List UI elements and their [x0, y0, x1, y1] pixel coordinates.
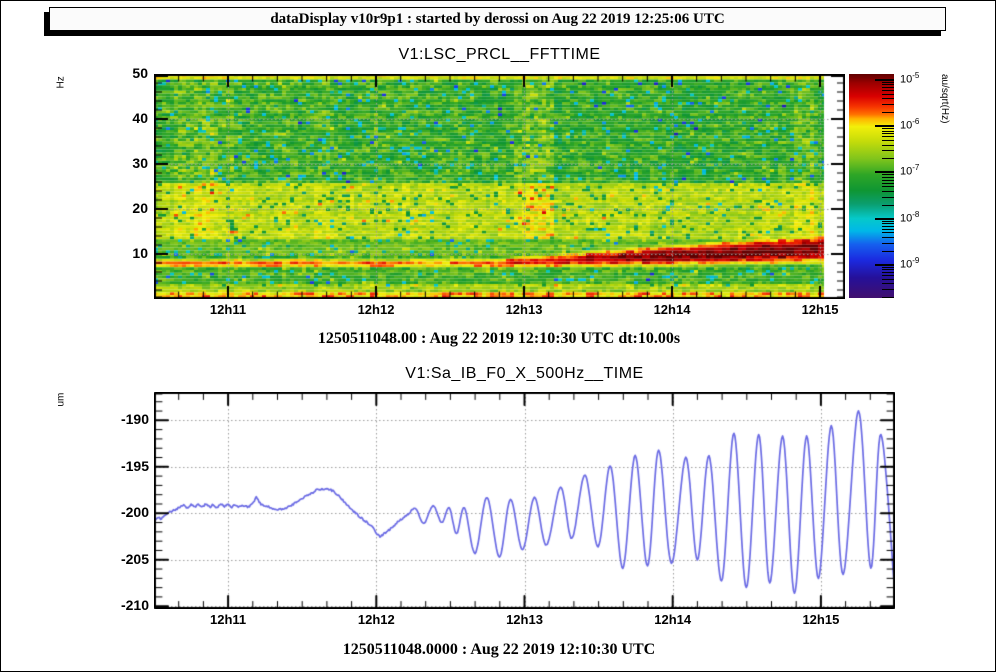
colorbar-tick-label: 10-7 [900, 163, 920, 179]
colorbar [849, 74, 894, 299]
colorbar-minor-tick [882, 176, 894, 178]
colorbar-minor-tick [882, 87, 894, 89]
colorbar-minor-tick [882, 269, 894, 271]
spectrogram-y-unit-label: Hz [55, 76, 67, 89]
colorbar-minor-tick [882, 140, 894, 142]
colorbar-minor-tick [882, 112, 894, 114]
colorbar-minor-tick [882, 266, 894, 268]
colorbar-major-tick [875, 217, 894, 220]
colorbar-minor-tick [882, 204, 894, 206]
y-tick-label: -205 [120, 550, 149, 567]
colorbar-minor-tick [882, 98, 894, 100]
colorbar-minor-tick [882, 223, 894, 225]
colorbar-major-tick [875, 125, 894, 128]
colorbar-minor-tick [882, 179, 894, 181]
timeseries-title: V1:Sa_IB_F0_X_500Hz__TIME [405, 365, 644, 382]
colorbar-minor-tick [882, 297, 894, 299]
colorbar-minor-tick [882, 144, 894, 146]
y-tick-label: -210 [120, 597, 149, 614]
colorbar-minor-tick [882, 236, 894, 238]
colorbar-minor-tick [882, 283, 894, 285]
y-tick-label: -195 [120, 457, 149, 474]
y-tick-label: 40 [132, 110, 148, 126]
colorbar-major-tick [875, 171, 894, 174]
colorbar-minor-tick [882, 278, 894, 280]
colorbar-minor-tick [882, 136, 894, 138]
colorbar-major-tick [875, 263, 894, 266]
colorbar-minor-tick [882, 104, 894, 106]
colorbar-tick-label: 10-9 [900, 255, 920, 271]
colorbar-minor-tick [882, 130, 894, 132]
colorbar-labels: 10-5 10-6 10-7 10-8 10-9 [900, 71, 940, 298]
colorbar-minor-tick [882, 90, 894, 92]
x-tick-label: 12h13 [505, 302, 543, 317]
spectrogram-title: V1:LSC_PRCL__FFTTIME [398, 46, 601, 63]
colorbar-minor-tick [882, 182, 894, 184]
colorbar-minor-tick [882, 220, 894, 222]
x-tick-label: 12h11 [209, 302, 247, 317]
x-tick-label: 12h12 [357, 612, 395, 627]
x-tick-label: 12h14 [653, 302, 691, 317]
colorbar-minor-tick [882, 288, 894, 290]
colorbar-minor-tick [882, 250, 894, 252]
spectrogram-subtitle: 1250511048.00 : Aug 22 2019 12:10:30 UTC… [317, 330, 681, 347]
colorbar-minor-tick [882, 158, 894, 160]
colorbar-minor-tick [882, 274, 894, 276]
colorbar-minor-tick [882, 84, 894, 86]
colorbar-minor-tick [882, 128, 894, 130]
colorbar-major-tick [875, 79, 894, 81]
colorbar-unit-label: au/sqrt(Hz) [939, 74, 950, 124]
timeseries-footer: 1250511048.0000 : Aug 22 2019 12:10:30 U… [342, 641, 656, 658]
colorbar-minor-tick [882, 190, 894, 192]
timeseries-y-unit-label: um [55, 392, 67, 407]
x-tick-label: 12h15 [802, 612, 840, 627]
colorbar-minor-tick [882, 186, 894, 188]
y-tick-label: -200 [120, 504, 149, 521]
colorbar-tick-label: 10-5 [900, 71, 920, 86]
x-tick-label: 12h15 [801, 302, 839, 317]
window-title-text: dataDisplay v10r9p1 : started by derossi… [270, 10, 725, 27]
colorbar-minor-tick [882, 242, 894, 244]
x-tick-label: 12h13 [506, 612, 543, 627]
x-tick-label: 12h11 [210, 612, 247, 627]
y-tick-label: 50 [132, 65, 148, 81]
colorbar-minor-tick [882, 228, 894, 230]
timeseries-canvas[interactable] [154, 392, 895, 609]
x-tick-label: 12h12 [357, 302, 395, 317]
colorbar-minor-tick [882, 133, 894, 135]
colorbar-minor-tick [882, 174, 894, 176]
x-tick-label: 12h14 [654, 612, 692, 627]
colorbar-minor-tick [882, 150, 894, 152]
colorbar-tick-label: 10-8 [900, 209, 920, 225]
colorbar-minor-tick [882, 93, 894, 95]
colorbar-minor-tick [882, 225, 894, 227]
y-tick-label: 10 [132, 245, 148, 261]
colorbar-minor-tick [882, 232, 894, 234]
window-title-bar: dataDisplay v10r9p1 : started by derossi… [49, 7, 946, 31]
spectrogram-canvas[interactable] [154, 74, 845, 299]
y-tick-label: -190 [120, 411, 149, 428]
y-tick-label: 20 [132, 200, 148, 216]
colorbar-minor-tick [882, 196, 894, 198]
colorbar-minor-tick [882, 82, 894, 84]
colorbar-tick-label: 10-6 [900, 117, 920, 132]
y-tick-label: 30 [132, 155, 148, 171]
colorbar-minor-tick [882, 271, 894, 273]
